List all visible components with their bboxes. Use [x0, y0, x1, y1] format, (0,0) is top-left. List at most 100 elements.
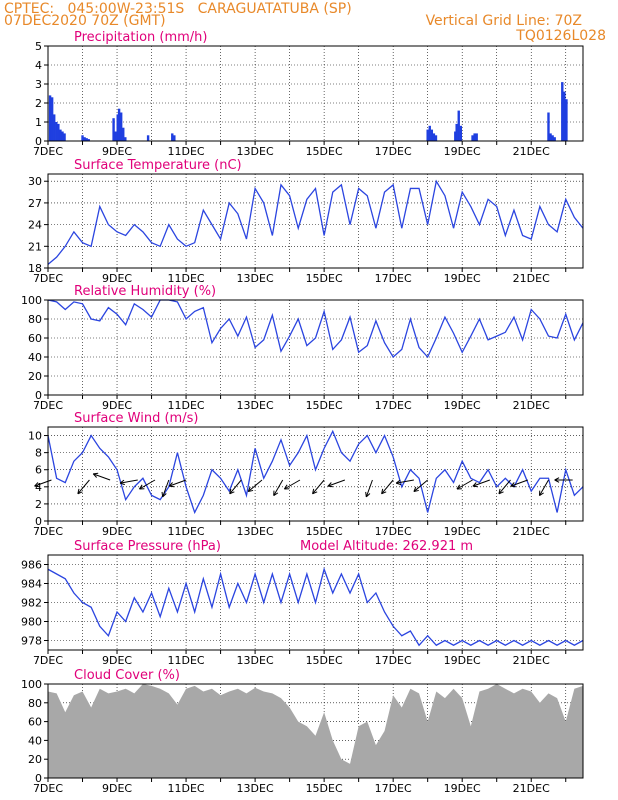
x-tick-label: 19DEC	[444, 145, 481, 158]
precip-bar	[50, 97, 54, 141]
x-tick-label: 11DEC	[168, 145, 205, 158]
y-tick-label: 0	[35, 389, 42, 402]
precip-bar	[563, 91, 566, 141]
wind-arrow	[34, 479, 52, 488]
x-tick-label: 9DEC	[102, 525, 132, 538]
x-tick-label: 15DEC	[306, 654, 343, 667]
x-tick-label: 7DEC	[33, 525, 63, 538]
x-tick-label: 17DEC	[375, 525, 412, 538]
wind-arrow	[168, 479, 187, 488]
precip-bar	[146, 135, 150, 141]
precip-bar	[124, 137, 127, 141]
y-tick-label: 6	[35, 464, 42, 477]
precip-bar	[428, 125, 431, 141]
wind-arrow	[119, 479, 138, 486]
y-tick-label: 60	[28, 332, 42, 345]
precip-bar	[457, 110, 460, 141]
panel-title: Cloud Cover (%)	[74, 668, 180, 683]
y-tick-label: 20	[28, 753, 42, 766]
precip-bar	[57, 123, 60, 141]
y-tick-label: 18	[28, 262, 42, 275]
y-tick-label: 8	[35, 447, 42, 460]
precip-bar	[475, 133, 478, 141]
y-tick-label: 5	[35, 40, 42, 53]
temperature-line	[47, 179, 584, 265]
y-tick-label: 1	[35, 116, 42, 129]
x-tick-label: 11DEC	[168, 782, 205, 795]
x-tick-label: 19DEC	[444, 399, 481, 412]
panel-title: Relative Humidity (%)	[74, 284, 216, 299]
humidity-panel	[44, 299, 584, 399]
precip-bar	[55, 122, 58, 141]
x-tick-label: 15DEC	[306, 399, 343, 412]
y-tick-label: 0	[35, 772, 42, 785]
x-tick-label: 7DEC	[33, 145, 63, 158]
wind-arrow	[413, 479, 428, 493]
panel-frame	[47, 299, 584, 396]
x-tick-label: 21DEC	[513, 399, 550, 412]
panel-frame	[47, 45, 584, 142]
model-altitude: Model Altitude: 262.921 m	[300, 539, 473, 554]
pressure-panel	[44, 554, 584, 654]
precip-bar	[173, 135, 176, 141]
wind-arrow	[510, 479, 528, 488]
precip-bar	[81, 135, 84, 141]
header-model-code: TQ0126L028	[516, 28, 606, 44]
precip-bar	[83, 137, 86, 141]
header-grid-line: Vertical Grid Line: 70Z	[425, 13, 582, 29]
wind-arrow	[365, 479, 373, 498]
x-tick-label: 21DEC	[513, 525, 550, 538]
wind-arrow	[472, 479, 490, 488]
header-station: CPTEC: 045:00W-23:51S CARAGUATATUBA (SP)	[4, 1, 352, 17]
x-tick-label: 19DEC	[444, 654, 481, 667]
wind-arrow	[554, 477, 573, 483]
x-tick-label: 7DEC	[33, 782, 63, 795]
precip-bar	[114, 131, 117, 141]
y-tick-label: 2	[35, 97, 42, 110]
y-tick-label: 30	[28, 175, 42, 188]
cloud-cover-panel	[44, 683, 584, 782]
x-tick-label: 19DEC	[444, 525, 481, 538]
x-tick-label: 15DEC	[306, 525, 343, 538]
precip-bar	[565, 99, 568, 141]
precip-bar	[53, 114, 56, 141]
x-tick-label: 21DEC	[513, 145, 550, 158]
wind-arrow	[161, 479, 170, 498]
wind-arrow	[273, 479, 284, 497]
x-tick-label: 9DEC	[102, 782, 132, 795]
y-tick-label: 986	[21, 559, 42, 572]
panel-frame	[47, 173, 584, 269]
x-tick-label: 17DEC	[375, 782, 412, 795]
wind-arrow	[77, 479, 90, 495]
x-tick-label: 19DEC	[444, 272, 481, 285]
panel-title: Surface Pressure (hPa)	[74, 539, 221, 554]
y-tick-label: 3	[35, 78, 42, 91]
y-tick-label: 984	[21, 578, 42, 591]
x-tick-label: 13DEC	[237, 782, 274, 795]
x-tick-label: 17DEC	[375, 399, 412, 412]
x-tick-label: 7DEC	[33, 399, 63, 412]
y-tick-label: 0	[35, 135, 42, 148]
wind-arrow	[138, 479, 156, 490]
precip-bar	[61, 131, 64, 141]
x-tick-label: 9DEC	[102, 399, 132, 412]
x-tick-label: 11DEC	[168, 272, 205, 285]
x-tick-label: 15DEC	[306, 782, 343, 795]
precip-bar	[432, 133, 436, 141]
temperature-panel	[44, 173, 584, 272]
precip-bar	[59, 129, 62, 141]
y-tick-label: 980	[21, 616, 42, 629]
wind-arrow	[312, 479, 325, 495]
y-tick-label: 80	[28, 697, 42, 710]
wind-arrow	[229, 479, 242, 495]
precip-bar	[551, 135, 554, 141]
wind-arrow	[395, 479, 414, 486]
x-tick-label: 11DEC	[168, 525, 205, 538]
y-tick-label: 100	[21, 678, 42, 691]
x-tick-label: 9DEC	[102, 272, 132, 285]
y-tick-label: 21	[28, 240, 42, 253]
wind-arrow	[327, 479, 346, 488]
precip-bar	[561, 82, 564, 141]
precip-bar	[549, 133, 552, 141]
wind-line	[47, 429, 584, 515]
